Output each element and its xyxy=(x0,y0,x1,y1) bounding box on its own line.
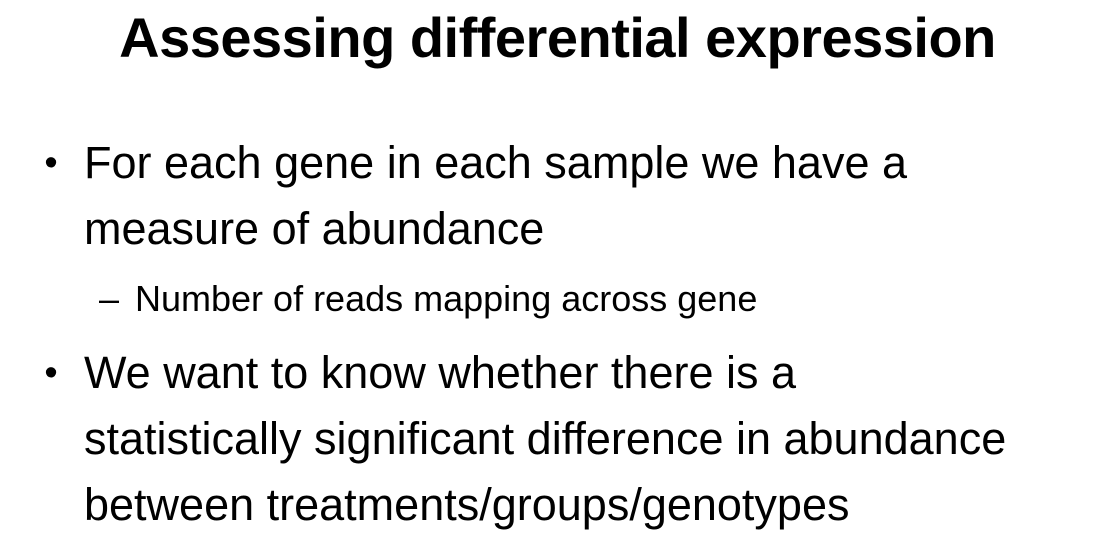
bullet-item: • We want to know whether there is a sta… xyxy=(44,340,1104,538)
sub-bullet-text: Number of reads mapping across gene xyxy=(135,278,758,319)
bullet-marker-icon: • xyxy=(44,142,58,184)
sub-bullet-item: – Number of reads mapping across gene xyxy=(99,272,1035,326)
bullet-line: between treatments/groups/genotypes xyxy=(84,479,850,530)
slide-title: Assessing differential expression xyxy=(119,6,996,69)
bullet-line: For each gene in each sample we have a xyxy=(84,137,908,188)
sub-bullet-marker-icon: – xyxy=(99,278,120,319)
bullet-item: • For each gene in each sample we have a… xyxy=(44,130,1104,262)
bullet-marker-icon: • xyxy=(44,352,58,394)
bullet-line: measure of abundance xyxy=(84,203,545,254)
bullet-line: statistically significant difference in … xyxy=(84,413,1007,464)
bullet-line: We want to know whether there is a xyxy=(84,347,797,398)
